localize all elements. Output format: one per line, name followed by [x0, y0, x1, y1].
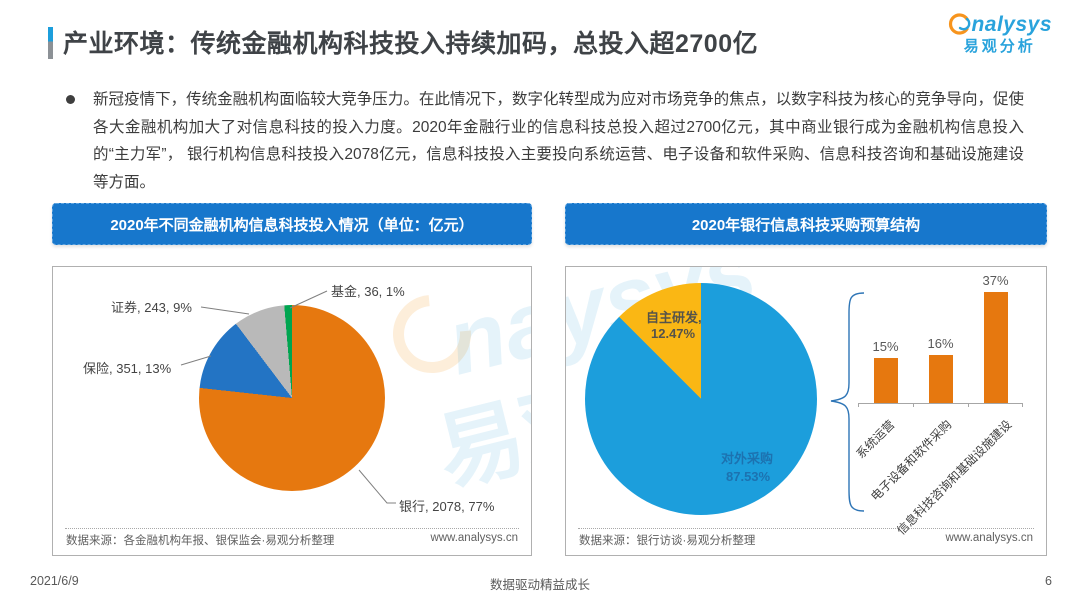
pie-chart-procurement	[585, 283, 817, 515]
axis-tick	[913, 403, 914, 407]
footer-slogan: 数据驱动精益成长	[489, 578, 590, 592]
intro-paragraph: 新冠疫情下，传统金融机构面临较大竞争压力。在此情况下，数字化转型成为应对市场竞争…	[93, 91, 1024, 191]
bar-slot-consulting-infra: 37%	[968, 273, 1023, 403]
bar-value-label: 15%	[872, 339, 899, 354]
left-chart-banner: 2020年不同金融机构信息科技投入情况（单位：亿元）	[52, 203, 532, 245]
logo-chinese-text: 易观分析	[963, 38, 1036, 55]
pie-leader-lines	[180, 290, 396, 504]
bar-value-label: 37%	[982, 273, 1009, 288]
pie-chart-institutions	[199, 305, 385, 491]
source-note: 数据来源：银行访谈·易观分析整理	[579, 535, 756, 547]
page-title: 产业环境：传统金融机构科技投入持续加码，总投入超2700亿	[63, 30, 759, 58]
logo-brand-text: nalysys	[971, 12, 1052, 36]
axis-tick	[858, 403, 859, 407]
right-chart-panel: ysys 自主研发, 12.47% 对外采购 87.53% 15% 16% 37…	[565, 266, 1047, 556]
bar-hardware-software	[928, 355, 953, 403]
pie-label-insurance: 保险, 351, 13%	[83, 361, 172, 376]
source-note: 数据来源：各金融机构年报、银保监会·易观分析整理	[66, 535, 335, 547]
analysys-logo: nalysys 易观分析	[947, 12, 1052, 54]
website-text: www.analysys.cn	[430, 532, 518, 544]
pie-label-outsource-pct: 87.53%	[726, 469, 771, 484]
pie-label-fund: 基金, 36, 1%	[331, 284, 405, 299]
separator-dotted	[578, 528, 1034, 529]
bar-system-ops	[873, 358, 898, 403]
pie-label-selfdev: 自主研发,	[646, 310, 702, 325]
header: 产业环境：传统金融机构科技投入持续加码，总投入超2700亿	[48, 27, 758, 61]
logo-a-swirl-icon	[949, 13, 971, 35]
pie-label-securities: 证券, 243, 9%	[111, 300, 192, 315]
bar-slot-hardware-software: 16%	[913, 336, 968, 403]
bar-slot-system-ops: 15%	[858, 339, 913, 403]
logo-wordmark: nalysys	[947, 12, 1052, 36]
bar-consulting-infra	[983, 292, 1008, 403]
axis-tick	[1022, 403, 1023, 407]
footer-date: 2021/6/9	[30, 574, 79, 588]
title-accent-bar	[48, 27, 53, 59]
right-chart-banner: 2020年银行信息科技采购预算结构	[565, 203, 1047, 245]
left-chart-panel: nal 易观 基金, 36, 1% 证券, 243, 9% 保险, 351, 1…	[52, 266, 532, 556]
axis-tick	[968, 403, 969, 407]
footer-page-number: 6	[1045, 574, 1052, 588]
intro-block: 新冠疫情下，传统金融机构面临较大竞争压力。在此情况下，数字化转型成为应对市场竞争…	[64, 86, 1024, 196]
brace-icon	[830, 292, 865, 512]
pie-label-outsource: 对外采购	[721, 451, 774, 466]
bullet-icon	[66, 95, 75, 104]
separator-dotted	[65, 528, 519, 529]
website-text: www.analysys.cn	[945, 532, 1033, 544]
bar-value-label: 16%	[927, 336, 954, 351]
bar-chart-procurement: 15% 16% 37%	[858, 267, 1023, 404]
pie-label-selfdev-pct: 12.47%	[651, 326, 696, 341]
pie-label-bank: 银行, 2078, 77%	[399, 499, 495, 514]
